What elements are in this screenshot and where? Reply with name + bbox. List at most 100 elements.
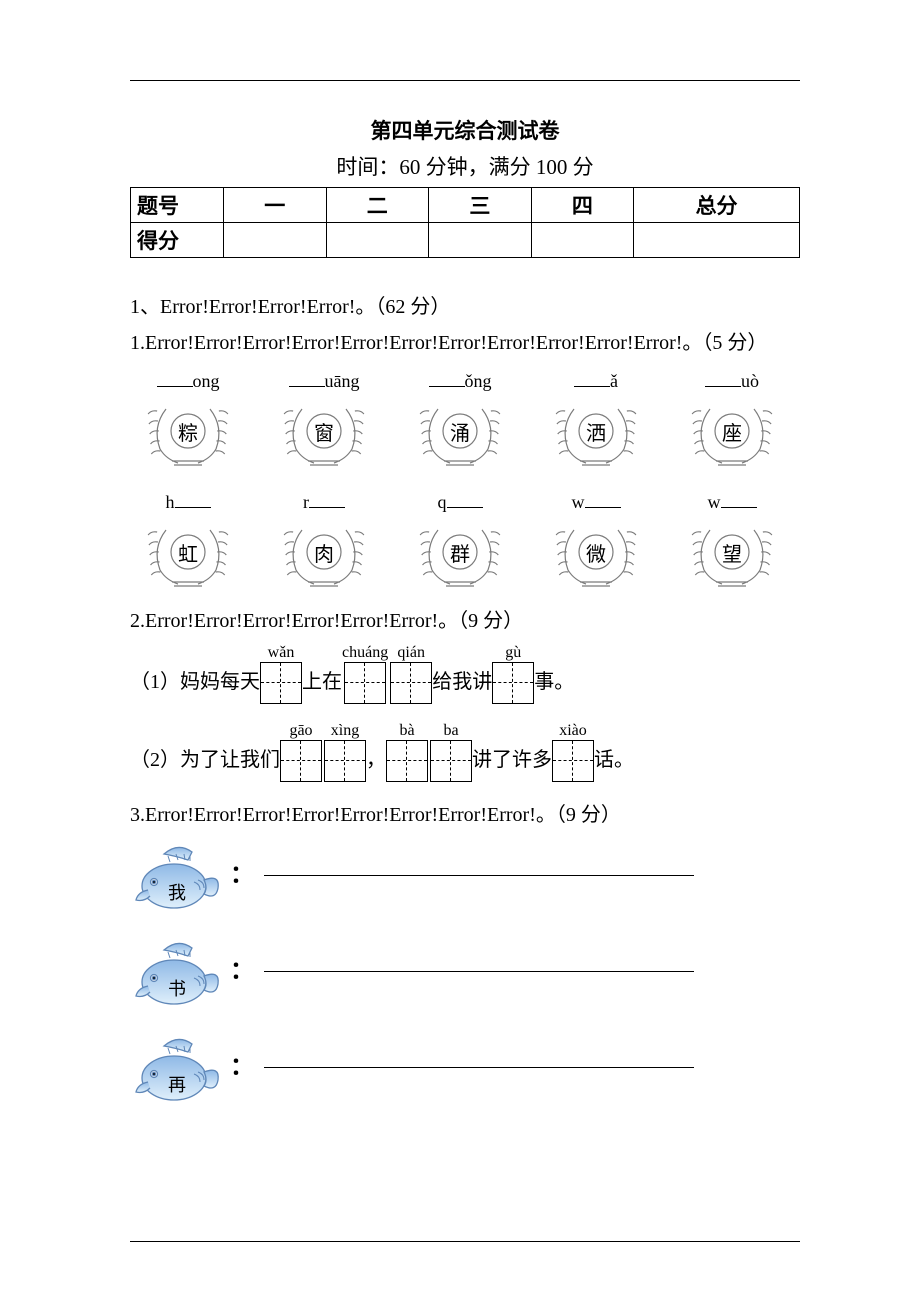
- pinyin-cell: uò 座: [684, 368, 780, 471]
- score-col-4: 四: [531, 188, 634, 223]
- sentence-text: ，: [366, 750, 386, 782]
- pinyin-label[interactable]: q: [438, 489, 483, 516]
- wreath-char: 座: [690, 397, 774, 471]
- tianzi-col: bà: [386, 722, 428, 782]
- tianzi-box[interactable]: [552, 740, 594, 782]
- answer-line[interactable]: [264, 971, 694, 972]
- wreath-char: 窗: [282, 397, 366, 471]
- tianzi-pinyin: ba: [443, 722, 458, 740]
- wreath-icon: 座: [690, 397, 774, 471]
- colon: ：: [230, 857, 254, 899]
- tianzi-group: gù: [492, 644, 534, 704]
- fish-icon: 再: [130, 1032, 220, 1108]
- tianzi-group: gāoxìng: [280, 722, 366, 782]
- score-cell[interactable]: [326, 223, 429, 258]
- wreath-icon: 望: [690, 518, 774, 592]
- pinyin-cell: ong 粽: [140, 368, 236, 471]
- wreath-char: 微: [554, 518, 638, 592]
- q1-row1: ong 粽 uāng 窗 ǒng 涌 ǎ: [130, 368, 800, 471]
- wreath-char: 望: [690, 518, 774, 592]
- score-cell[interactable]: [531, 223, 634, 258]
- table-row: 题号 一 二 三 四 总分: [131, 188, 800, 223]
- section-1-header: 1、Error!Error!Error!Error!。（62 分）: [130, 292, 800, 322]
- pinyin-cell: w 微: [548, 489, 644, 592]
- tianzi-group: bà ba: [386, 722, 472, 782]
- pinyin-cell: q 群: [412, 489, 508, 592]
- pinyin-label[interactable]: uò: [705, 368, 759, 395]
- tianzi-col: xìng: [324, 722, 366, 782]
- tianzi-pinyin: wǎn: [268, 644, 295, 662]
- tianzi-group: wǎn: [260, 644, 302, 704]
- colon: ：: [230, 953, 254, 995]
- subtitle-time: 60 分钟，: [399, 155, 488, 179]
- wreath-icon: 虹: [146, 518, 230, 592]
- tianzi-col: ba: [430, 722, 472, 782]
- page-title: 第四单元综合测试卷: [130, 115, 800, 145]
- tianzi-col: chuáng: [342, 644, 388, 704]
- tianzi-pinyin: bà: [399, 722, 414, 740]
- fish-row: 书：: [130, 936, 800, 1012]
- tianzi-pinyin: xìng: [331, 722, 359, 740]
- tianzi-box[interactable]: [280, 740, 322, 782]
- tianzi-box[interactable]: [492, 662, 534, 704]
- tianzi-col: qián: [390, 644, 432, 704]
- fish-char: 我: [168, 880, 186, 907]
- pinyin-cell: uāng 窗: [276, 368, 372, 471]
- tianzi-box[interactable]: [386, 740, 428, 782]
- tianzi-pinyin: xiào: [559, 722, 587, 740]
- tianzi-pinyin: qián: [397, 644, 425, 662]
- score-cell[interactable]: [634, 223, 800, 258]
- pinyin-cell: ǎ 洒: [548, 368, 644, 471]
- tianzi-box[interactable]: [324, 740, 366, 782]
- pinyin-label[interactable]: h: [166, 489, 211, 516]
- score-col-3: 三: [429, 188, 532, 223]
- sentence-text: （2）为了让我们: [130, 750, 280, 782]
- fish-char: 书: [168, 976, 186, 1003]
- wreath-char: 肉: [282, 518, 366, 592]
- wreath-icon: 群: [418, 518, 502, 592]
- tianzi-col: xiào: [552, 722, 594, 782]
- pinyin-cell: w 望: [684, 489, 780, 592]
- fish-icon: 我: [130, 840, 220, 916]
- pinyin-cell: r 肉: [276, 489, 372, 592]
- tianzi-box[interactable]: [390, 662, 432, 704]
- tianzi-group: xiào: [552, 722, 594, 782]
- score-cell[interactable]: [429, 223, 532, 258]
- tianzi-box[interactable]: [344, 662, 386, 704]
- score-header-label: 题号: [131, 188, 224, 223]
- tianzi-col: wǎn: [260, 644, 302, 704]
- tianzi-box[interactable]: [430, 740, 472, 782]
- wreath-char: 洒: [554, 397, 638, 471]
- tianzi-col: gāo: [280, 722, 322, 782]
- pinyin-label[interactable]: w: [572, 489, 621, 516]
- sentence-text: （1）妈妈每天: [130, 672, 260, 704]
- tianzi-group: chuáng qián: [342, 644, 432, 704]
- tianzi-box[interactable]: [260, 662, 302, 704]
- q2-sentence-1: （1）妈妈每天wǎn上在chuángqián给我讲gù事。: [130, 644, 800, 704]
- q1-row2: h 虹 r 肉 q 群 w: [130, 489, 800, 592]
- wreath-icon: 微: [554, 518, 638, 592]
- answer-line[interactable]: [264, 1067, 694, 1068]
- tianzi-col: gù: [492, 644, 534, 704]
- answer-line[interactable]: [264, 875, 694, 876]
- pinyin-label[interactable]: r: [303, 489, 345, 516]
- sentence-text: 给我讲: [432, 672, 492, 704]
- pinyin-label[interactable]: w: [708, 489, 757, 516]
- wreath-icon: 洒: [554, 397, 638, 471]
- pinyin-label[interactable]: ǎ: [574, 368, 618, 395]
- score-col-total: 总分: [634, 188, 800, 223]
- wreath-icon: 涌: [418, 397, 502, 471]
- wreath-icon: 粽: [146, 397, 230, 471]
- wreath-char: 涌: [418, 397, 502, 471]
- pinyin-label[interactable]: ong: [157, 368, 220, 395]
- score-cell[interactable]: [224, 223, 327, 258]
- subtitle-prefix: 时间：: [336, 155, 399, 179]
- sentence-text: 讲了许多: [472, 750, 552, 782]
- fish-row: 我：: [130, 840, 800, 916]
- tianzi-pinyin: chuáng: [342, 644, 388, 662]
- pinyin-cell: ǒng 涌: [412, 368, 508, 471]
- question-1: 1.Error!Error!Error!Error!Error!Error!Er…: [130, 328, 800, 358]
- wreath-icon: 窗: [282, 397, 366, 471]
- pinyin-label[interactable]: ǒng: [429, 368, 492, 395]
- pinyin-label[interactable]: uāng: [289, 368, 360, 395]
